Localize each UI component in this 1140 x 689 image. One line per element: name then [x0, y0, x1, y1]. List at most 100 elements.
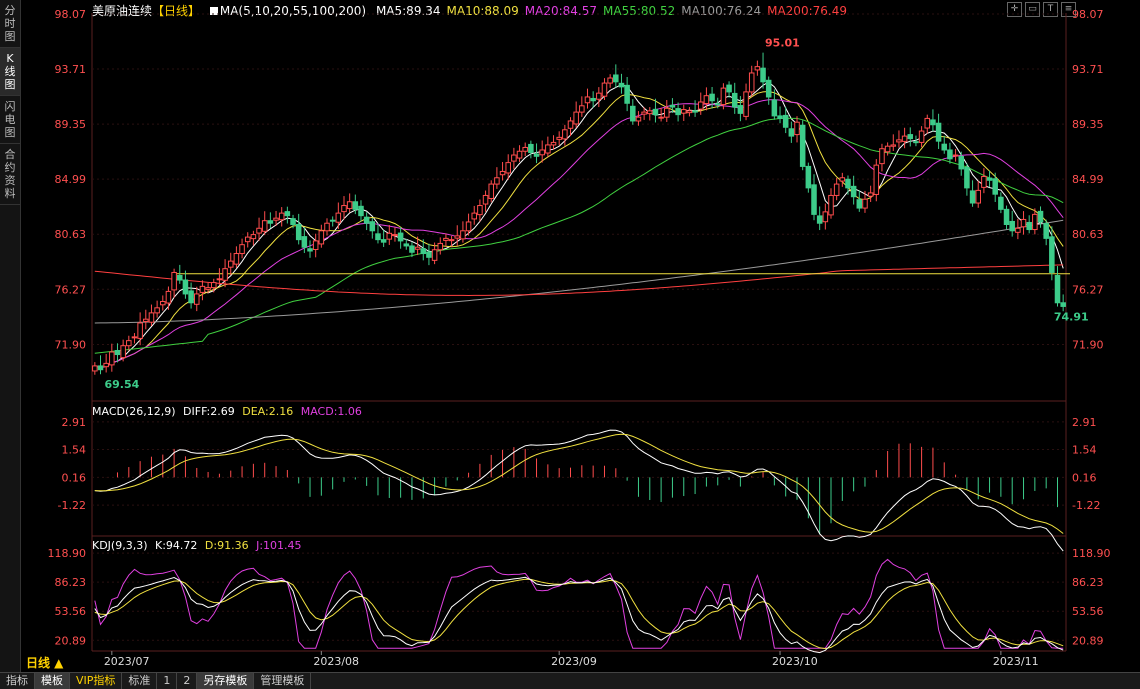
candle-body [397, 232, 404, 242]
macd-tick-left: 0.16 [62, 471, 87, 484]
candle-body [805, 165, 812, 189]
candle-body [828, 194, 834, 216]
candle-body [743, 91, 749, 117]
candle-body [528, 143, 534, 154]
macd-tick-right: 1.54 [1072, 444, 1097, 457]
candle-body [267, 220, 274, 224]
macd-dea: DEA:2.16 [242, 405, 294, 418]
bottom-tab-2[interactable]: VIP指标 [70, 673, 123, 689]
candle-body [556, 136, 562, 140]
candle-body [533, 153, 540, 157]
candle-body [92, 365, 98, 372]
candle-body [777, 115, 783, 119]
candle-body [256, 227, 262, 234]
candle-body [913, 141, 919, 144]
candle-body [244, 236, 251, 243]
ma-line-MA55 [94, 117, 1064, 354]
candle-body [358, 205, 364, 217]
bottom-tab-3[interactable]: 标准 [122, 673, 158, 689]
ma-params: MA(5,10,20,55,100,200) [219, 4, 367, 18]
chart-canvas[interactable]: 98.07 98.07 93.71 93.71 89.35 89.35 84.99 84.99… [0, 0, 1140, 672]
candle-body [788, 128, 795, 137]
candle-body [1003, 208, 1010, 225]
candle-body [907, 134, 914, 140]
candle-body [896, 139, 902, 143]
candle-body [307, 248, 313, 252]
x-tick-label: 2023/08 [313, 655, 359, 668]
candle-body [369, 221, 376, 232]
candle-body [227, 260, 234, 268]
price-tick-left: 80.63 [55, 228, 87, 241]
side-tab-2[interactable]: 闪电图 [0, 96, 20, 144]
bottom-tab-7[interactable]: 管理模板 [254, 673, 312, 689]
candle-body [596, 92, 602, 100]
candle-body [647, 110, 653, 115]
candle-body [273, 217, 279, 221]
candle-body [584, 96, 591, 104]
candle-body [126, 340, 132, 347]
candle-body [935, 122, 942, 142]
candle-body [981, 176, 987, 188]
kdj-label: KDJ(9,3,3) [92, 539, 148, 552]
candle-body [437, 242, 444, 251]
candle-body [290, 218, 296, 225]
candle-body [363, 216, 370, 224]
bottom-tab-5[interactable]: 2 [177, 673, 198, 689]
crosshair-icon[interactable]: ✛ [1007, 2, 1022, 17]
macd-tick-right: 2.91 [1072, 416, 1097, 429]
candle-body [216, 278, 223, 281]
macd-tick-left: 2.91 [62, 416, 87, 429]
candle-body [193, 293, 200, 305]
bottom-tab-4[interactable]: 1 [157, 673, 178, 689]
candle-body [748, 72, 755, 93]
candle-body [188, 290, 194, 304]
candle-body [697, 101, 704, 110]
candle-body [833, 183, 840, 196]
macd-tick-right: -1.22 [1072, 499, 1100, 512]
candle-body [341, 205, 347, 213]
side-tab-3[interactable]: 合约资料 [0, 144, 20, 205]
candle-body [278, 212, 285, 221]
bottom-tab-0[interactable]: 指标 [0, 673, 35, 689]
bottom-tab-6[interactable]: 另存模板 [197, 673, 255, 689]
candle-body [845, 178, 851, 189]
candle-body [573, 111, 579, 125]
candle-body [318, 230, 325, 245]
price-tick-right: 76.27 [1072, 283, 1104, 296]
candle-body [494, 177, 500, 185]
candle-body [567, 120, 574, 129]
candle-body [295, 223, 302, 241]
candle-body [799, 124, 806, 167]
price-tick-right: 84.99 [1072, 173, 1104, 186]
candle-body [1020, 218, 1027, 228]
candle-body [448, 239, 455, 242]
candle-body [607, 77, 613, 84]
kdj-k: K:94.72 [155, 539, 198, 552]
text-icon[interactable]: T [1043, 2, 1058, 17]
ma-line-MA100 [94, 219, 1064, 324]
candle-body [499, 170, 506, 176]
candle-body [709, 93, 715, 102]
period-button[interactable]: 日线 ▲ [26, 656, 64, 670]
kdj-tick-left: 20.89 [55, 634, 87, 647]
candle-body [969, 190, 976, 204]
candle-body [811, 184, 817, 215]
menu-icon[interactable]: ≡ [1061, 2, 1076, 17]
macd-dea-line [94, 433, 1064, 534]
ma-line-MA20 [94, 99, 1064, 369]
side-tab-0[interactable]: 分时图 [0, 0, 20, 48]
candle-body [392, 234, 398, 237]
candle-body [680, 109, 687, 114]
candle-body [1037, 210, 1044, 223]
bottom-tab-1[interactable]: 模板 [35, 673, 70, 689]
candle-body [380, 239, 387, 243]
overlay-icon[interactable]: ▭ [1025, 2, 1040, 17]
candle-body [771, 99, 778, 117]
price-tick-right: 98.07 [1072, 8, 1104, 21]
price-tick-left: 89.35 [55, 118, 87, 131]
x-tick-label: 2023/10 [772, 655, 818, 668]
candle-body [686, 110, 693, 114]
candle-body [669, 104, 676, 108]
kdj-tick-left: 118.90 [48, 547, 87, 560]
